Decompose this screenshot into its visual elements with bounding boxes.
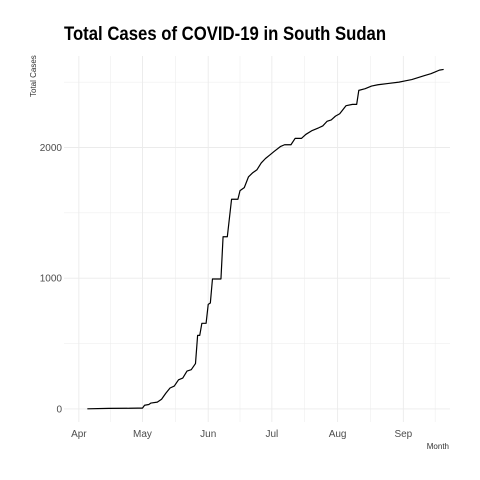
y-tick-label: 0	[56, 404, 62, 415]
series-line	[87, 68, 444, 410]
x-axis-ticks: Apr May Jun Jul Aug Sep	[71, 429, 413, 440]
minor-grid	[64, 56, 450, 422]
x-tick-label: Sep	[394, 429, 412, 440]
x-tick-label: Apr	[71, 429, 87, 440]
series-layer	[87, 68, 444, 410]
x-tick-label: Jul	[265, 429, 278, 440]
y-tick-label: 2000	[40, 143, 63, 154]
x-tick-label: May	[133, 429, 152, 440]
x-axis-label: Month	[427, 442, 449, 451]
y-axis-ticks: 0 1000 2000	[40, 143, 63, 415]
chart-title: Total Cases of COVID-19 in South Sudan	[64, 24, 387, 45]
x-tick-label: Jun	[200, 429, 216, 440]
major-grid	[64, 56, 450, 422]
x-tick-label: Aug	[329, 429, 347, 440]
y-tick-label: 1000	[40, 274, 63, 285]
y-axis-label: Total Cases	[29, 55, 38, 97]
